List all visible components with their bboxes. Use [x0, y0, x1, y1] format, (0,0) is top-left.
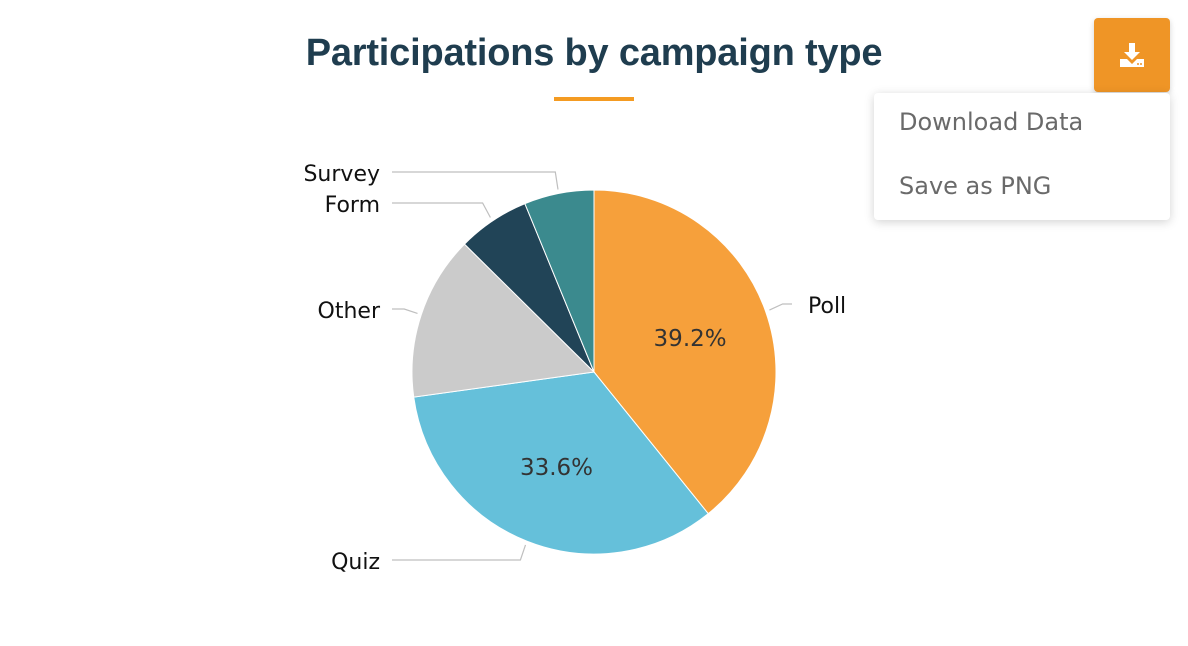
- download-button[interactable]: [1094, 18, 1170, 92]
- title-underline: [554, 97, 634, 101]
- category-label-other: Other: [318, 299, 381, 324]
- connector-line-survey: [392, 171, 559, 190]
- category-label-form: Form: [325, 193, 380, 218]
- category-label-quiz: Quiz: [331, 550, 380, 575]
- pie-slice-other[interactable]: [411, 243, 596, 398]
- connector-line-form: [392, 202, 491, 218]
- slice-data-label-quiz: 33.6%: [520, 455, 593, 481]
- menu-item-download-data[interactable]: Download Data: [899, 108, 1084, 136]
- slice-data-label-poll: 39.2%: [654, 326, 727, 352]
- connector-line-quiz: [392, 544, 527, 561]
- category-label-poll: Poll: [808, 294, 846, 319]
- category-label-survey: Survey: [303, 162, 380, 187]
- download-icon: [1120, 43, 1144, 67]
- export-dropdown-menu: Download Data Save as PNG: [874, 93, 1170, 220]
- chart-title: Participations by campaign type: [305, 32, 883, 74]
- pie-slice-poll[interactable]: [593, 189, 777, 515]
- connector-line-other: [392, 308, 418, 314]
- connector-line-poll: [769, 303, 792, 311]
- menu-item-save-as-png[interactable]: Save as PNG: [899, 172, 1052, 200]
- pie-slice-quiz[interactable]: [413, 371, 709, 555]
- pie-slice-survey[interactable]: [524, 189, 595, 373]
